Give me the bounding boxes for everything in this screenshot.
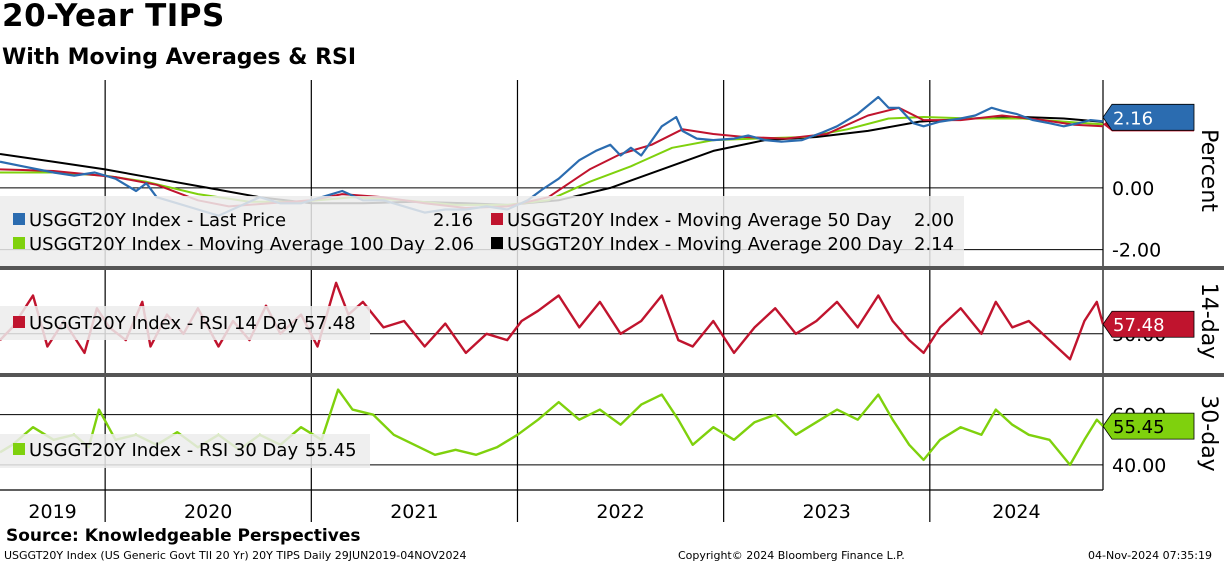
source-note: Source: Knowledgeable Perspectives bbox=[6, 526, 361, 546]
price-legend-box bbox=[0, 196, 964, 266]
legend-ma200-value: 2.14 bbox=[914, 234, 954, 255]
chart-subtitle: With Moving Averages & RSI bbox=[2, 45, 357, 70]
x-tick-label: 2023 bbox=[803, 501, 851, 523]
y-tick-label: 0.00 bbox=[1112, 178, 1154, 200]
rsi14-legend-box bbox=[0, 306, 370, 340]
legend-rsi30-value: 55.45 bbox=[305, 440, 357, 461]
legend-rsi14-swatch bbox=[13, 316, 25, 328]
chart-title: 20-Year TIPS bbox=[2, 0, 225, 34]
rsi14-axis-title: 14-day bbox=[1196, 283, 1221, 359]
legend-ma50-label: USGGT20Y Index - Moving Average 50 Day bbox=[507, 210, 892, 231]
legend-ma100-swatch bbox=[13, 237, 25, 249]
x-tick-label: 2022 bbox=[596, 501, 644, 523]
last-price-flag-label: 2.16 bbox=[1113, 108, 1153, 129]
legend-rsi30-swatch bbox=[13, 443, 25, 455]
copyright: Copyright© 2024 Bloomberg Finance L.P. bbox=[678, 549, 905, 562]
legend-rsi14-value: 57.48 bbox=[304, 313, 356, 334]
x-tick-label: 2024 bbox=[992, 501, 1040, 523]
last-price-flag bbox=[1102, 103, 1195, 131]
price-axis-title: Percent bbox=[1196, 129, 1221, 212]
x-tick-label: 2019 bbox=[28, 501, 76, 523]
legend-ma200-label: USGGT20Y Index - Moving Average 200 Day bbox=[507, 234, 903, 255]
legend-ma50-value: 2.00 bbox=[914, 210, 954, 231]
ma200-line bbox=[0, 116, 1104, 206]
price-rsi14-divider bbox=[0, 266, 1224, 270]
ma50-line bbox=[0, 106, 1104, 209]
rsi14-rsi30-divider bbox=[0, 373, 1224, 377]
x-tick-label: 2020 bbox=[184, 501, 232, 523]
legend-last-price-value: 2.16 bbox=[433, 210, 473, 231]
rsi30-legend-box bbox=[0, 434, 370, 468]
y-tick-label: -2.00 bbox=[1112, 240, 1161, 262]
rsi30-axis-title: 30-day bbox=[1196, 395, 1221, 471]
rsi30-flag bbox=[1102, 412, 1195, 440]
legend-ma100-label: USGGT20Y Index - Moving Average 100 Day bbox=[29, 234, 425, 255]
legend-rsi30-label: USGGT20Y Index - RSI 30 Day bbox=[29, 440, 298, 461]
rsi14-flag-label: 57.48 bbox=[1113, 315, 1165, 336]
x-tick-label: 2021 bbox=[390, 501, 438, 523]
y-tick-label: 40.00 bbox=[1112, 455, 1166, 477]
legend-last-price-label: USGGT20Y Index - Last Price bbox=[29, 210, 286, 231]
ma100-line bbox=[0, 116, 1104, 206]
legend-last-price-swatch bbox=[13, 213, 25, 225]
legend-ma50-swatch bbox=[491, 213, 503, 225]
rsi30-flag-label: 55.45 bbox=[1113, 417, 1165, 438]
legend-rsi14-label: USGGT20Y Index - RSI 14 Day bbox=[29, 313, 298, 334]
rsi14-flag bbox=[1102, 310, 1195, 338]
timestamp: 04-Nov-2024 07:35:19 bbox=[1088, 549, 1213, 562]
legend-ma200-swatch bbox=[491, 237, 503, 249]
data-description: USGGT20Y Index (US Generic Govt TII 20 Y… bbox=[4, 549, 467, 562]
legend-ma100-value: 2.06 bbox=[434, 234, 474, 255]
